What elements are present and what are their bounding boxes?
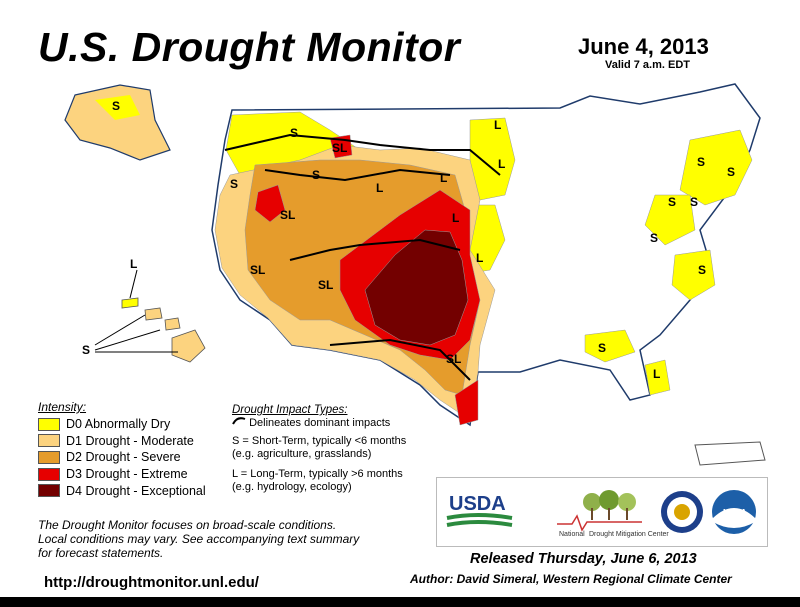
map-label-sl: SL (318, 278, 333, 292)
legend-item: D3 Drought - Extreme (38, 466, 206, 483)
focus-line: The Drought Monitor focuses on broad-sca… (38, 518, 337, 532)
impact-short-term: S = Short-Term, typically <6 months (232, 434, 407, 447)
impact-delineates: Delineates dominant impacts (232, 416, 432, 431)
bottom-bar (0, 597, 800, 607)
legend-label: D2 Drought - Severe (66, 450, 181, 465)
intensity-legend: Intensity: D0 Abnormally Dry D1 Drought -… (38, 400, 206, 499)
svg-text:National: National (559, 531, 585, 538)
map-label-l: L (494, 118, 501, 132)
map-label-s: S (290, 126, 298, 140)
focus-line: Local conditions may vary. See accompany… (38, 532, 360, 546)
legend-label: D1 Drought - Moderate (66, 433, 194, 448)
map-label-sl: SL (280, 208, 295, 222)
legend-swatch (38, 417, 60, 431)
impact-short-example: (e.g. agriculture, grasslands) (232, 448, 372, 460)
map-label-s: S (668, 195, 676, 209)
hawaii (121, 297, 206, 363)
author-credit: Author: David Simeral, Western Regional … (410, 572, 732, 586)
noaa-logo-icon: NOAA (712, 490, 756, 534)
map-label-s: S (698, 263, 706, 277)
impact-long-example: (e.g. hydrology, ecology) (232, 481, 352, 493)
legend-label: D0 Abnormally Dry (66, 417, 171, 432)
map-label-ak-s: S (112, 99, 120, 113)
map-label-hi-l: L (130, 257, 137, 271)
legend-item: D2 Drought - Severe (38, 449, 206, 466)
impact-title: Drought Impact Types: (232, 404, 348, 416)
legend-item: D0 Abnormally Dry (38, 416, 206, 433)
legend-swatch (38, 450, 60, 464)
impact-delineates-label: Delineates dominant impacts (249, 417, 391, 429)
legend-title: Intensity: (38, 400, 87, 414)
map-label-sl: SL (446, 352, 461, 366)
page-title: U.S. Drought Monitor (38, 24, 461, 70)
map-label-s: S (727, 165, 735, 179)
legend-swatch (38, 467, 60, 481)
svg-text:Drought Mitigation Center: Drought Mitigation Center (589, 531, 669, 538)
focus-statement: The Drought Monitor focuses on broad-sca… (38, 518, 438, 560)
impact-types: Drought Impact Types: Delineates dominan… (232, 404, 432, 495)
impact-boundaries (224, 133, 501, 381)
svg-text:USDA: USDA (449, 493, 506, 515)
map-label-s: S (312, 168, 320, 182)
d4-areas (364, 229, 469, 346)
map-label-l: L (376, 181, 383, 195)
map-label-l: L (452, 211, 459, 225)
map-label-sl: SL (332, 141, 347, 155)
usda-logo-icon: USDA (446, 493, 513, 527)
doc-seal-icon (661, 491, 703, 533)
puerto-rico (694, 441, 766, 466)
legend-swatch (38, 434, 60, 448)
map-label-s: S (690, 195, 698, 209)
impact-long-term: L = Long-Term, typically >6 months (232, 467, 403, 480)
ndmc-logo-icon: National Drought Mitigation Center (557, 490, 669, 538)
map-label-s: S (598, 341, 606, 355)
focus-line: for forecast statements. (38, 546, 164, 560)
map-label-s: S (230, 177, 238, 191)
map-label-s: S (650, 231, 658, 245)
valid-time: Valid 7 a.m. EDT (605, 59, 690, 71)
drought-monitor-link[interactable]: http://droughtmonitor.unl.edu/ (44, 574, 259, 591)
map-label-l: L (440, 171, 447, 185)
release-date: Released Thursday, June 6, 2013 (470, 551, 697, 567)
legend-item: D1 Drought - Moderate (38, 433, 206, 450)
map-label-l: L (653, 367, 660, 381)
legend-label: D4 Drought - Exceptional (66, 483, 206, 498)
legend-label: D3 Drought - Extreme (66, 467, 188, 482)
map-label-s: S (697, 155, 705, 169)
legend-item: D4 Drought - Exceptional (38, 482, 206, 499)
legend-swatch (38, 484, 60, 498)
map-date: June 4, 2013 (578, 34, 709, 59)
map-label-hi-s: S (82, 343, 90, 357)
alaska (64, 84, 171, 161)
boundary-line-icon (232, 417, 246, 425)
map-label-l: L (476, 251, 483, 265)
svg-text:NOAA: NOAA (723, 508, 747, 517)
map-label-l: L (498, 157, 505, 171)
map-label-sl: SL (250, 263, 265, 277)
agency-logos: USDA National Drought Mitigation Center … (436, 477, 768, 547)
